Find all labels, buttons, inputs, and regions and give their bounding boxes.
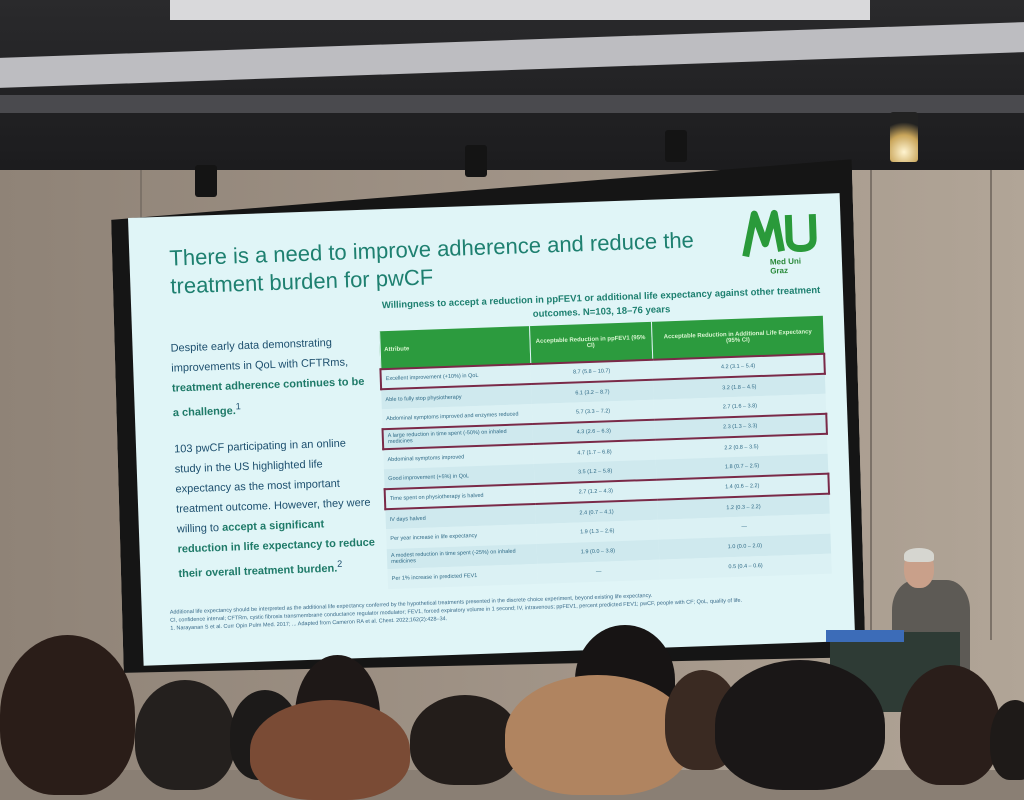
spotlight <box>465 145 487 177</box>
audience-head <box>505 675 690 795</box>
willingness-table: Attribute Acceptable Reduction in ppFEV1… <box>378 315 833 590</box>
ceiling-panel <box>0 22 1024 88</box>
column-header: Acceptable Reduction in Additional Life … <box>651 315 825 360</box>
audience-head <box>250 700 410 800</box>
ceiling-panel <box>170 0 870 20</box>
presentation-slide: There is a need to improve adherence and… <box>128 193 856 666</box>
med-uni-graz-logo <box>742 209 817 258</box>
logo-text: Med Uni Graz <box>769 256 802 276</box>
audience-head <box>900 665 1000 785</box>
podium-sign <box>826 630 904 642</box>
table-cell-fev: — <box>537 559 661 584</box>
audience-head <box>0 635 135 795</box>
ceiling <box>0 0 1024 180</box>
audience-head <box>990 700 1024 780</box>
wall-seam <box>870 170 872 640</box>
wall-seam <box>990 170 992 640</box>
column-header: Attribute <box>379 326 531 370</box>
spotlight <box>890 112 918 162</box>
spotlight <box>665 130 687 162</box>
table-cell-attr: Per 1% increase in predicted FEV1 <box>387 563 539 590</box>
audience-head <box>410 695 520 785</box>
slide-body-text: Despite early data demonstrating improve… <box>170 336 376 580</box>
ceiling-panel <box>0 95 1024 113</box>
column-header: Acceptable Reduction in ppFEV1 (95% CI) <box>529 321 653 365</box>
speaker-hair <box>904 548 934 562</box>
audience-head <box>135 680 235 790</box>
spotlight <box>195 165 217 197</box>
audience-head <box>715 660 885 790</box>
